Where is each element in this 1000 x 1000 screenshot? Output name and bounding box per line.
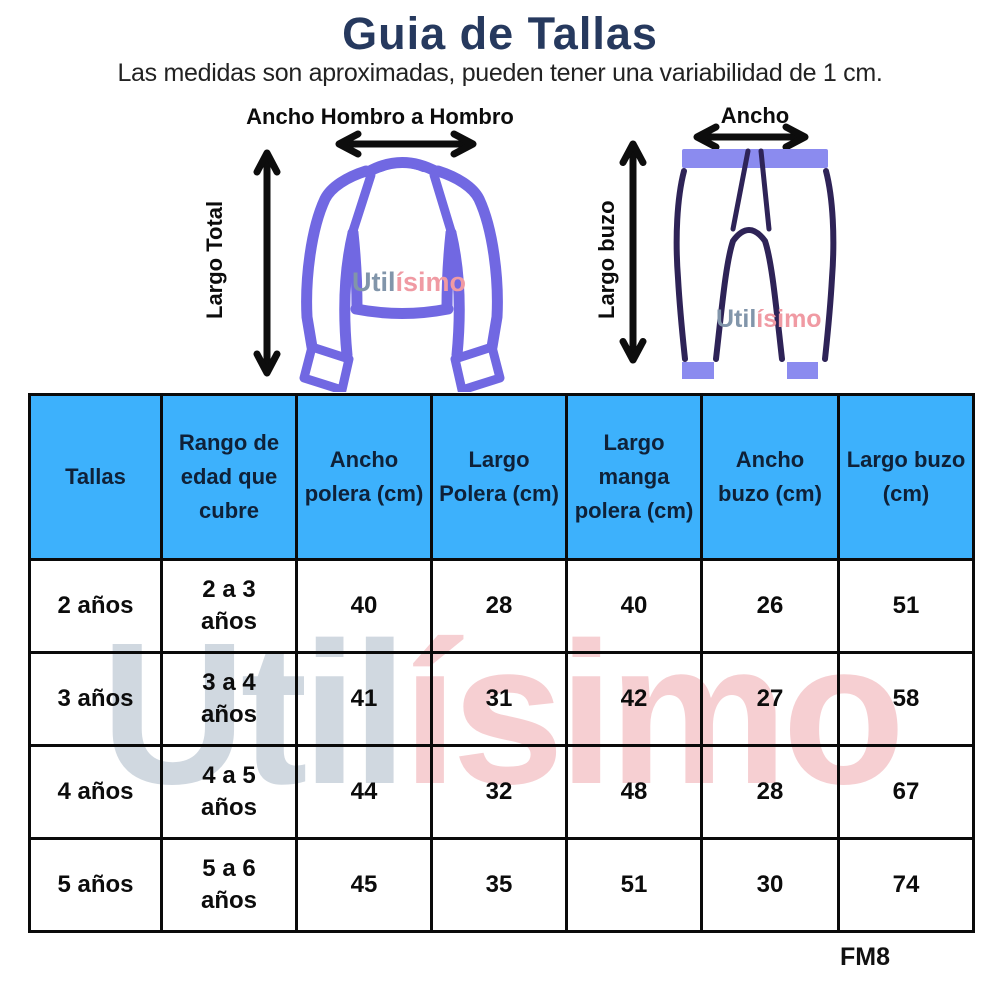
brand-name-part1: Util [352,267,396,297]
table-row: 3 años 3 a 4 años 41 31 42 27 58 [28,651,975,747]
brand-name-part1: Util [716,305,757,333]
horizontal-double-arrow-icon [693,123,809,151]
pants-left-cuff [682,362,714,379]
header-largo-polera: Largo Polera (cm) [430,393,568,561]
brand-logo-on-pants: Utilísimo [716,305,822,334]
cell-largo-manga: 42 [565,651,703,747]
table-row: 2 años 2 a 3 años 40 28 40 26 51 [28,558,975,654]
header-ancho-polera: Ancho polera (cm) [295,393,433,561]
cell-largo-buzo: 67 [837,744,975,840]
table-header-row: Tallas Rango de edad que cubre Ancho pol… [28,393,975,561]
shirt-length-label: Largo Total [202,200,227,319]
cell-largo-buzo: 74 [837,837,975,933]
table-row: 4 años 4 a 5 años 44 32 48 28 67 [28,744,975,840]
cell-edad: 2 a 3 años [160,558,298,654]
cell-largo-buzo: 51 [837,558,975,654]
cell-talla: 5 años [28,837,163,933]
header-rango-edad: Rango de edad que cubre [160,393,298,561]
page-subtitle: Las medidas son aproximadas, pueden tene… [117,59,883,87]
jogger-pants-drawing [673,148,837,379]
brand-name-part2: ísimo [395,267,467,297]
cell-largo-manga: 48 [565,744,703,840]
cell-largo-polera: 35 [430,837,568,933]
footer-code: FM8 [840,943,890,971]
cell-talla: 2 años [28,558,163,654]
cell-ancho-buzo: 28 [700,744,840,840]
cell-edad: 3 a 4 años [160,651,298,747]
cell-ancho-polera: 41 [295,651,433,747]
cell-largo-polera: 32 [430,744,568,840]
header-largo-manga: Largo manga polera (cm) [565,393,703,561]
cell-ancho-polera: 40 [295,558,433,654]
sweatshirt-drawing [299,157,505,392]
pants-width-label: Ancho [720,103,790,128]
page-title: Guia de Tallas [342,8,658,59]
cell-largo-polera: 28 [430,558,568,654]
vertical-double-arrow-icon [619,140,647,364]
cell-largo-manga: 51 [565,837,703,933]
cell-largo-manga: 40 [565,558,703,654]
cell-largo-polera: 31 [430,651,568,747]
brand-logo-on-shirt: Utilísimo [352,267,466,298]
vertical-double-arrow-icon [253,149,281,377]
size-table: Tallas Rango de edad que cubre Ancho pol… [28,393,975,933]
cell-talla: 4 años [28,744,163,840]
cell-edad: 4 a 5 años [160,744,298,840]
cell-ancho-buzo: 26 [700,558,840,654]
shirt-width-label: Ancho Hombro a Hombro [246,104,514,129]
cell-talla: 3 años [28,651,163,747]
header-tallas: Tallas [28,393,163,561]
cell-ancho-polera: 45 [295,837,433,933]
brand-name-part2: ísimo [756,305,822,333]
cell-ancho-buzo: 30 [700,837,840,933]
header-ancho-buzo: Ancho buzo (cm) [700,393,840,561]
pants-waistband [682,149,828,168]
cell-largo-buzo: 58 [837,651,975,747]
horizontal-double-arrow-icon [335,130,477,158]
pants-right-cuff [787,362,818,379]
table-row: 5 años 5 a 6 años 45 35 51 30 74 [28,837,975,933]
cell-edad: 5 a 6 años [160,837,298,933]
cell-ancho-buzo: 27 [700,651,840,747]
cell-ancho-polera: 44 [295,744,433,840]
header-largo-buzo: Largo buzo (cm) [837,393,975,561]
